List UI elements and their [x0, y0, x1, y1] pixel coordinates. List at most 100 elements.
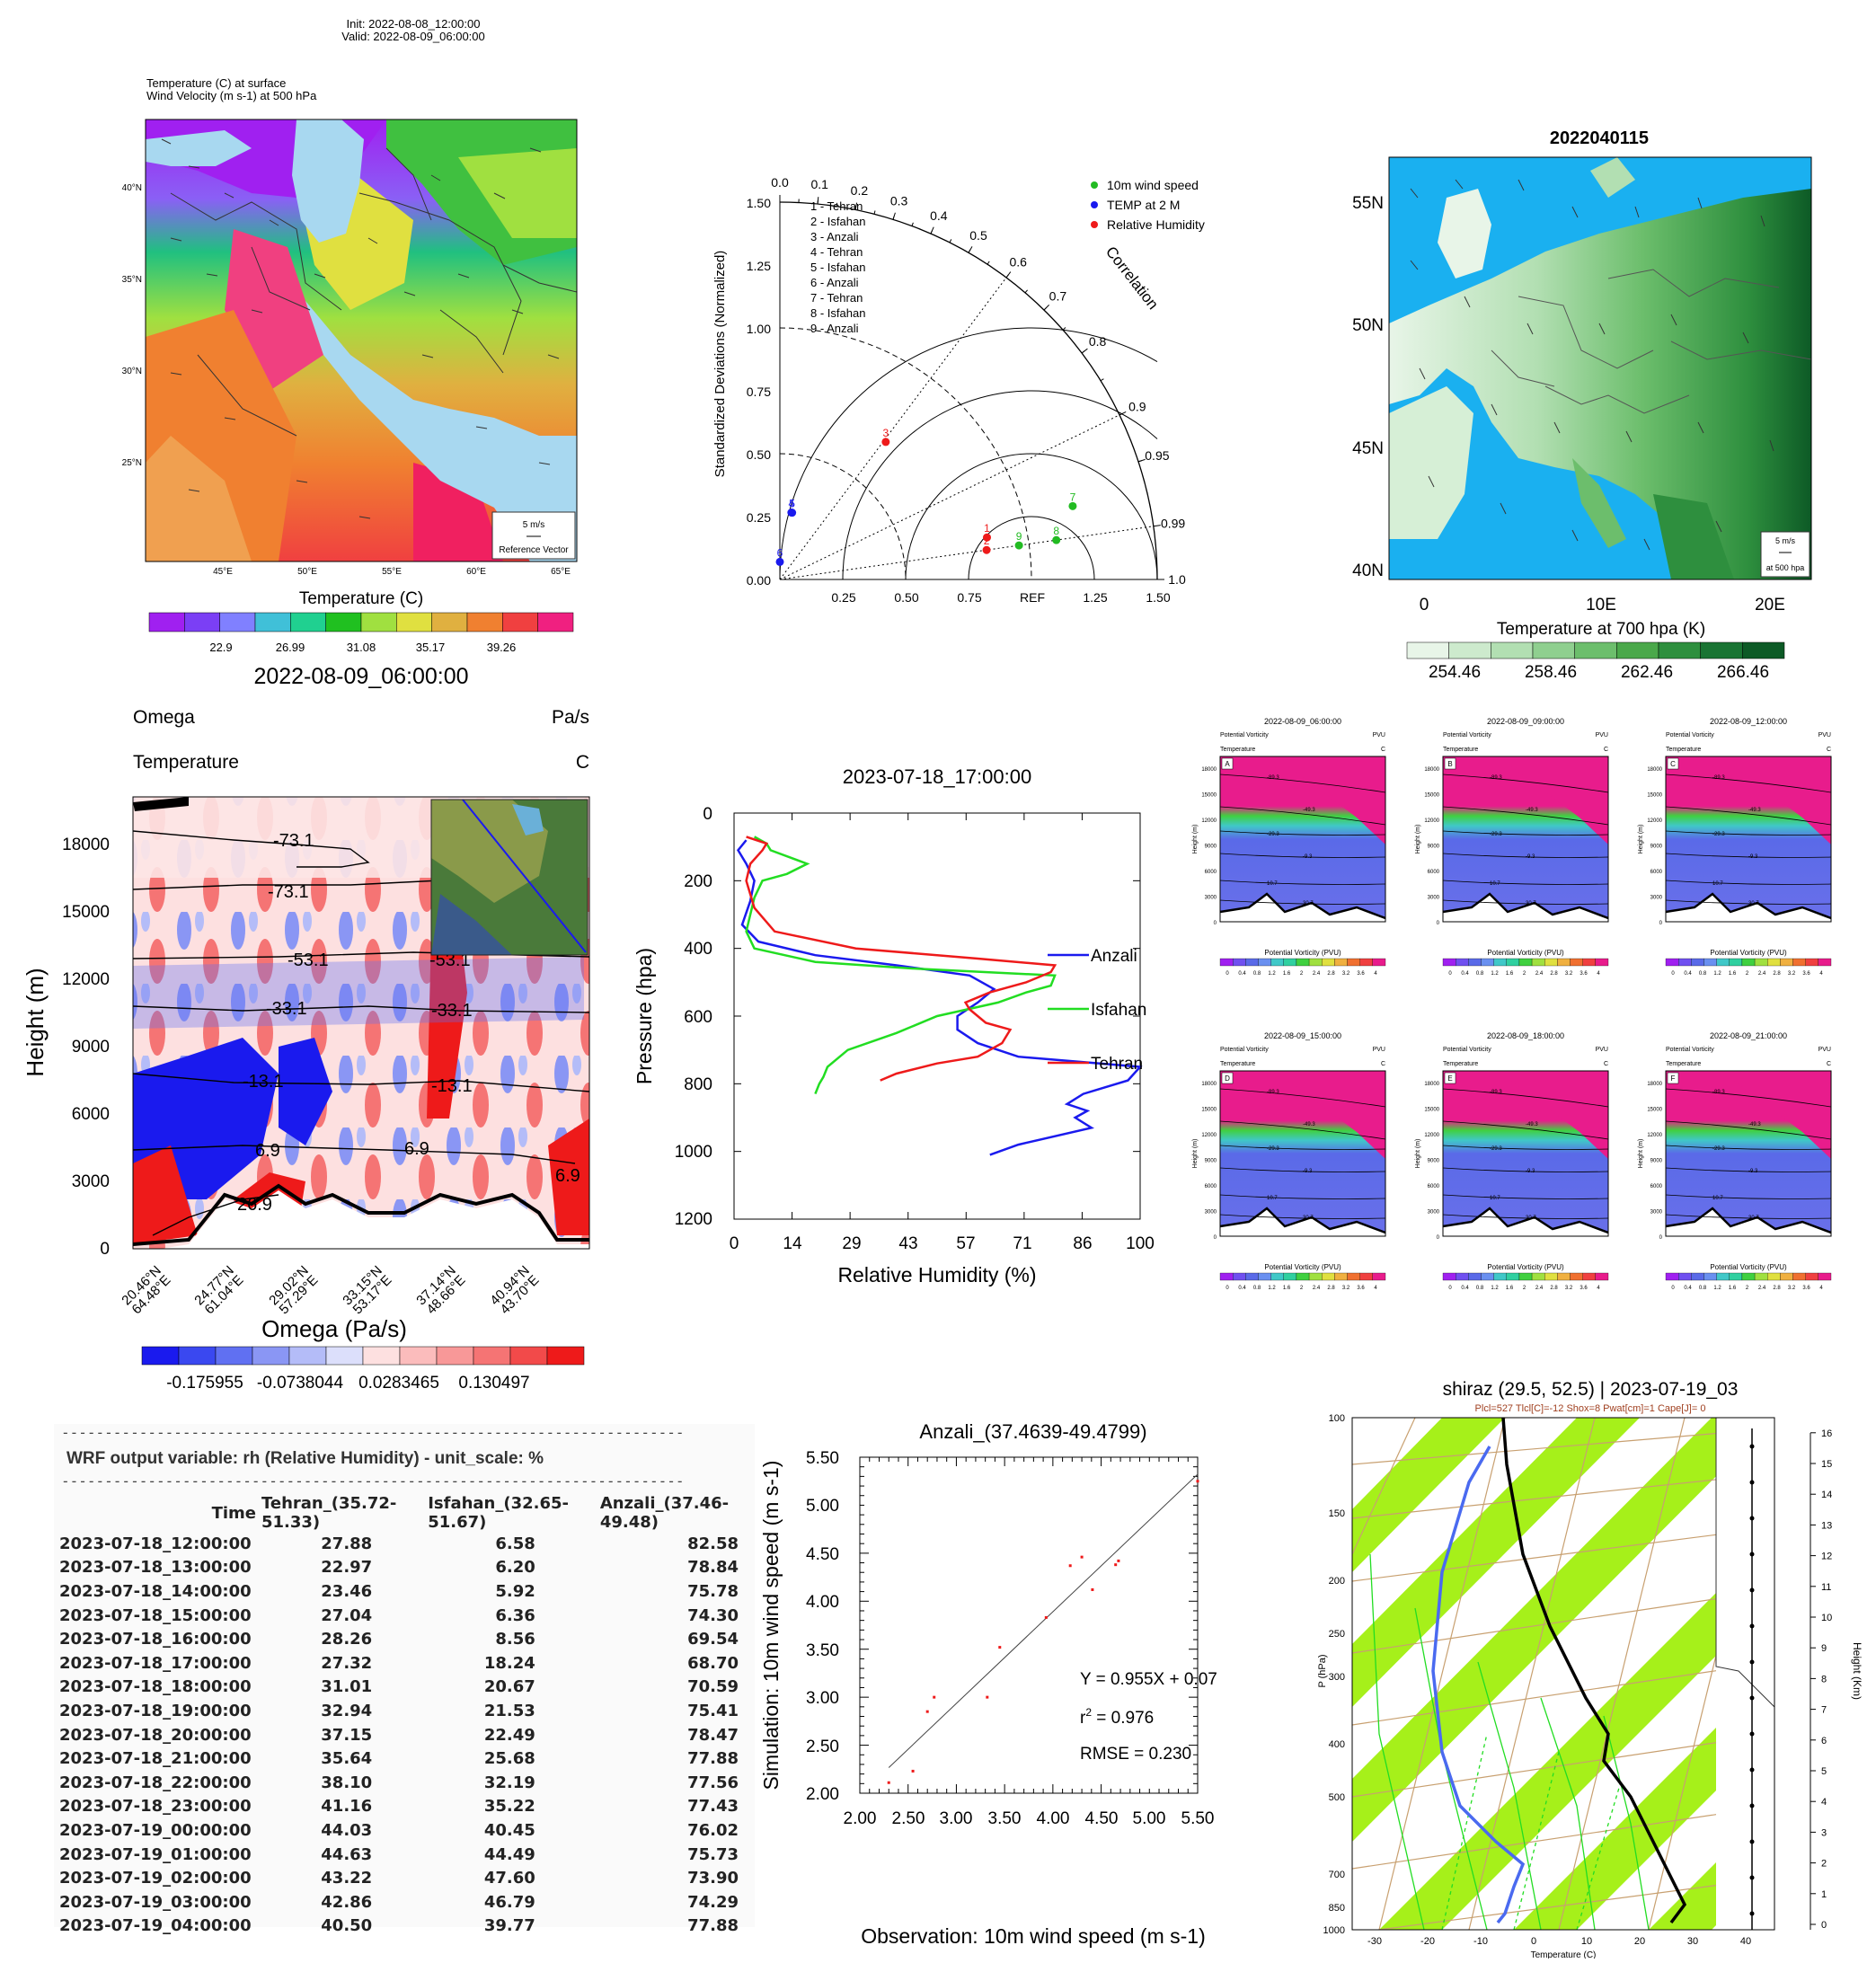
pv-text: -9.3 — [1748, 1169, 1758, 1174]
pv-text: 2.8 — [1773, 1286, 1781, 1291]
colorbar-tick: 26.99 — [276, 641, 305, 654]
pv-text: 3.2 — [1565, 1286, 1573, 1291]
y-tick: 3.00 — [806, 1689, 839, 1708]
legend-label: 10m wind speed — [1107, 178, 1199, 192]
corr-tick: 0.9 — [1128, 399, 1146, 413]
table-cell: 32.19 — [428, 1771, 600, 1795]
pv-colorbar-swatch — [1220, 959, 1233, 966]
taylor-point-label: 6 — [777, 546, 783, 559]
taylor-point-label: 9 — [1016, 530, 1022, 543]
pv-text: 2022-08-09_15:00:00 — [1264, 1031, 1341, 1040]
station-label: 6 - Anzali — [810, 276, 859, 289]
contour-label: 26.9 — [237, 1195, 272, 1215]
pv-text: 15000 — [1424, 793, 1439, 799]
corr-tick: 0.5 — [969, 228, 987, 243]
table-cell: 76.02 — [600, 1818, 755, 1843]
pv-text: 0.4 — [1684, 971, 1692, 977]
table-cell: 68.70 — [600, 1651, 755, 1676]
omega-colorbar-ticks: -0.175955 -0.0738044 0.0283465 0.130497 — [166, 1374, 529, 1393]
x-tick: 3.00 — [940, 1809, 973, 1828]
lat-label: 55N — [1352, 194, 1384, 213]
corr-tick: 0.0 — [771, 175, 789, 190]
pv-text: -49.3 — [1526, 1122, 1538, 1127]
pv-text: Height (m) — [1415, 825, 1421, 854]
colorbar-swatch — [326, 1347, 363, 1365]
pv-colorbar-swatch — [1818, 959, 1831, 966]
pv-text: -89.3 — [1712, 1090, 1725, 1095]
pv-text: 15000 — [1647, 793, 1662, 799]
pv-text: -29.3 — [1490, 1146, 1502, 1152]
taylor-ylabel: Standardized Deviations (Normalized) — [712, 251, 728, 478]
pv-text: 10.7 — [1712, 881, 1723, 887]
colorbar-swatch — [1701, 642, 1743, 659]
lon-label: 0 — [1420, 596, 1429, 615]
table-cell: 77.43 — [600, 1795, 755, 1819]
pv-text: 0 — [1226, 971, 1229, 977]
corr-tick: 0.3 — [890, 193, 908, 208]
table-header-line: WRF output variable: rh (Relative Humidi… — [66, 1449, 544, 1469]
pv-text: 3000 — [1428, 1210, 1440, 1216]
corr-tick: 0.2 — [851, 183, 869, 198]
y-tick: 1.00 — [747, 322, 771, 336]
omega-xlabel: Omega (Pa/s) — [261, 1315, 407, 1342]
panel-taylor-diagram: Standardized Deviations (Normalized) 0.0… — [701, 126, 1231, 611]
x-tick: 71 — [1013, 1234, 1031, 1253]
rmse-label: RMSE = 0.230 — [1080, 1745, 1191, 1764]
pv-text: 0.4 — [1461, 1286, 1469, 1291]
x-tick: 5.50 — [1181, 1809, 1215, 1828]
pv-text: PVU — [1373, 1047, 1385, 1053]
pv-text: PVU — [1818, 732, 1831, 738]
table-cell: 77.88 — [600, 1914, 755, 1939]
pv-colorbar-swatch — [1703, 959, 1716, 966]
pv-text: 3000 — [1205, 896, 1217, 901]
table-cell: 44.63 — [261, 1843, 428, 1867]
lat-label: 30°N — [122, 367, 142, 376]
taylor-point-label: 3 — [883, 427, 889, 439]
colorbar-swatch — [216, 1347, 252, 1365]
pv-text: -49.3 — [1303, 808, 1315, 813]
pv-text: 2 — [1523, 1286, 1526, 1291]
pv-colorbar-swatch — [1284, 1273, 1296, 1280]
table-cell: 2023-07-18_20:00:00 — [59, 1723, 261, 1747]
pv-text: F — [1671, 1074, 1676, 1083]
station-label: 4 - Tehran — [810, 245, 863, 259]
height-tick: 11 — [1821, 1582, 1831, 1593]
height-tick: 10 — [1821, 1613, 1832, 1623]
contour-label: 6.9 — [555, 1166, 580, 1186]
legend-label: Tehran — [1091, 1055, 1143, 1074]
skewt-field — [1307, 1418, 1774, 1930]
pv-text: C — [1670, 760, 1676, 768]
pv-text: 12000 — [1424, 818, 1439, 824]
table-cell: 2023-07-19_03:00:00 — [59, 1890, 261, 1914]
pv-text: 15000 — [1201, 793, 1217, 799]
colorbar-swatch — [142, 1347, 179, 1365]
table-cell: 2023-07-18_12:00:00 — [59, 1532, 261, 1556]
pv-text: 0.4 — [1238, 971, 1246, 977]
pv-text: -29.3 — [1712, 1146, 1725, 1152]
pv-text: 0.8 — [1699, 971, 1707, 977]
contour-label: -73.1 — [273, 831, 314, 851]
table-cell: 73.90 — [600, 1866, 755, 1890]
table-header-row: Time Tehran_(35.72-51.33) Isfahan_(32.65… — [59, 1494, 755, 1532]
pv-colorbar-swatch — [1233, 959, 1245, 966]
x-tick: 1.50 — [1146, 590, 1170, 605]
p-tick: 500 — [1329, 1792, 1345, 1803]
colorbar-swatch — [1575, 642, 1617, 659]
t-tick: 0 — [1531, 1936, 1536, 1947]
europe-temperature-field: 5 m/s at 500 hpa — [1389, 157, 1811, 579]
lon-label: 55°E — [382, 567, 402, 577]
pv-text: 18000 — [1424, 767, 1439, 773]
p-tick: 250 — [1329, 1629, 1345, 1640]
pv-colorbar-swatch — [1717, 1273, 1730, 1280]
lat-label: 45N — [1352, 439, 1384, 458]
table-cell: 40.45 — [428, 1818, 600, 1843]
pv-text: 6000 — [1650, 870, 1663, 875]
pv-text: PVU — [1596, 732, 1608, 738]
table-cell: 2023-07-18_17:00:00 — [59, 1651, 261, 1676]
